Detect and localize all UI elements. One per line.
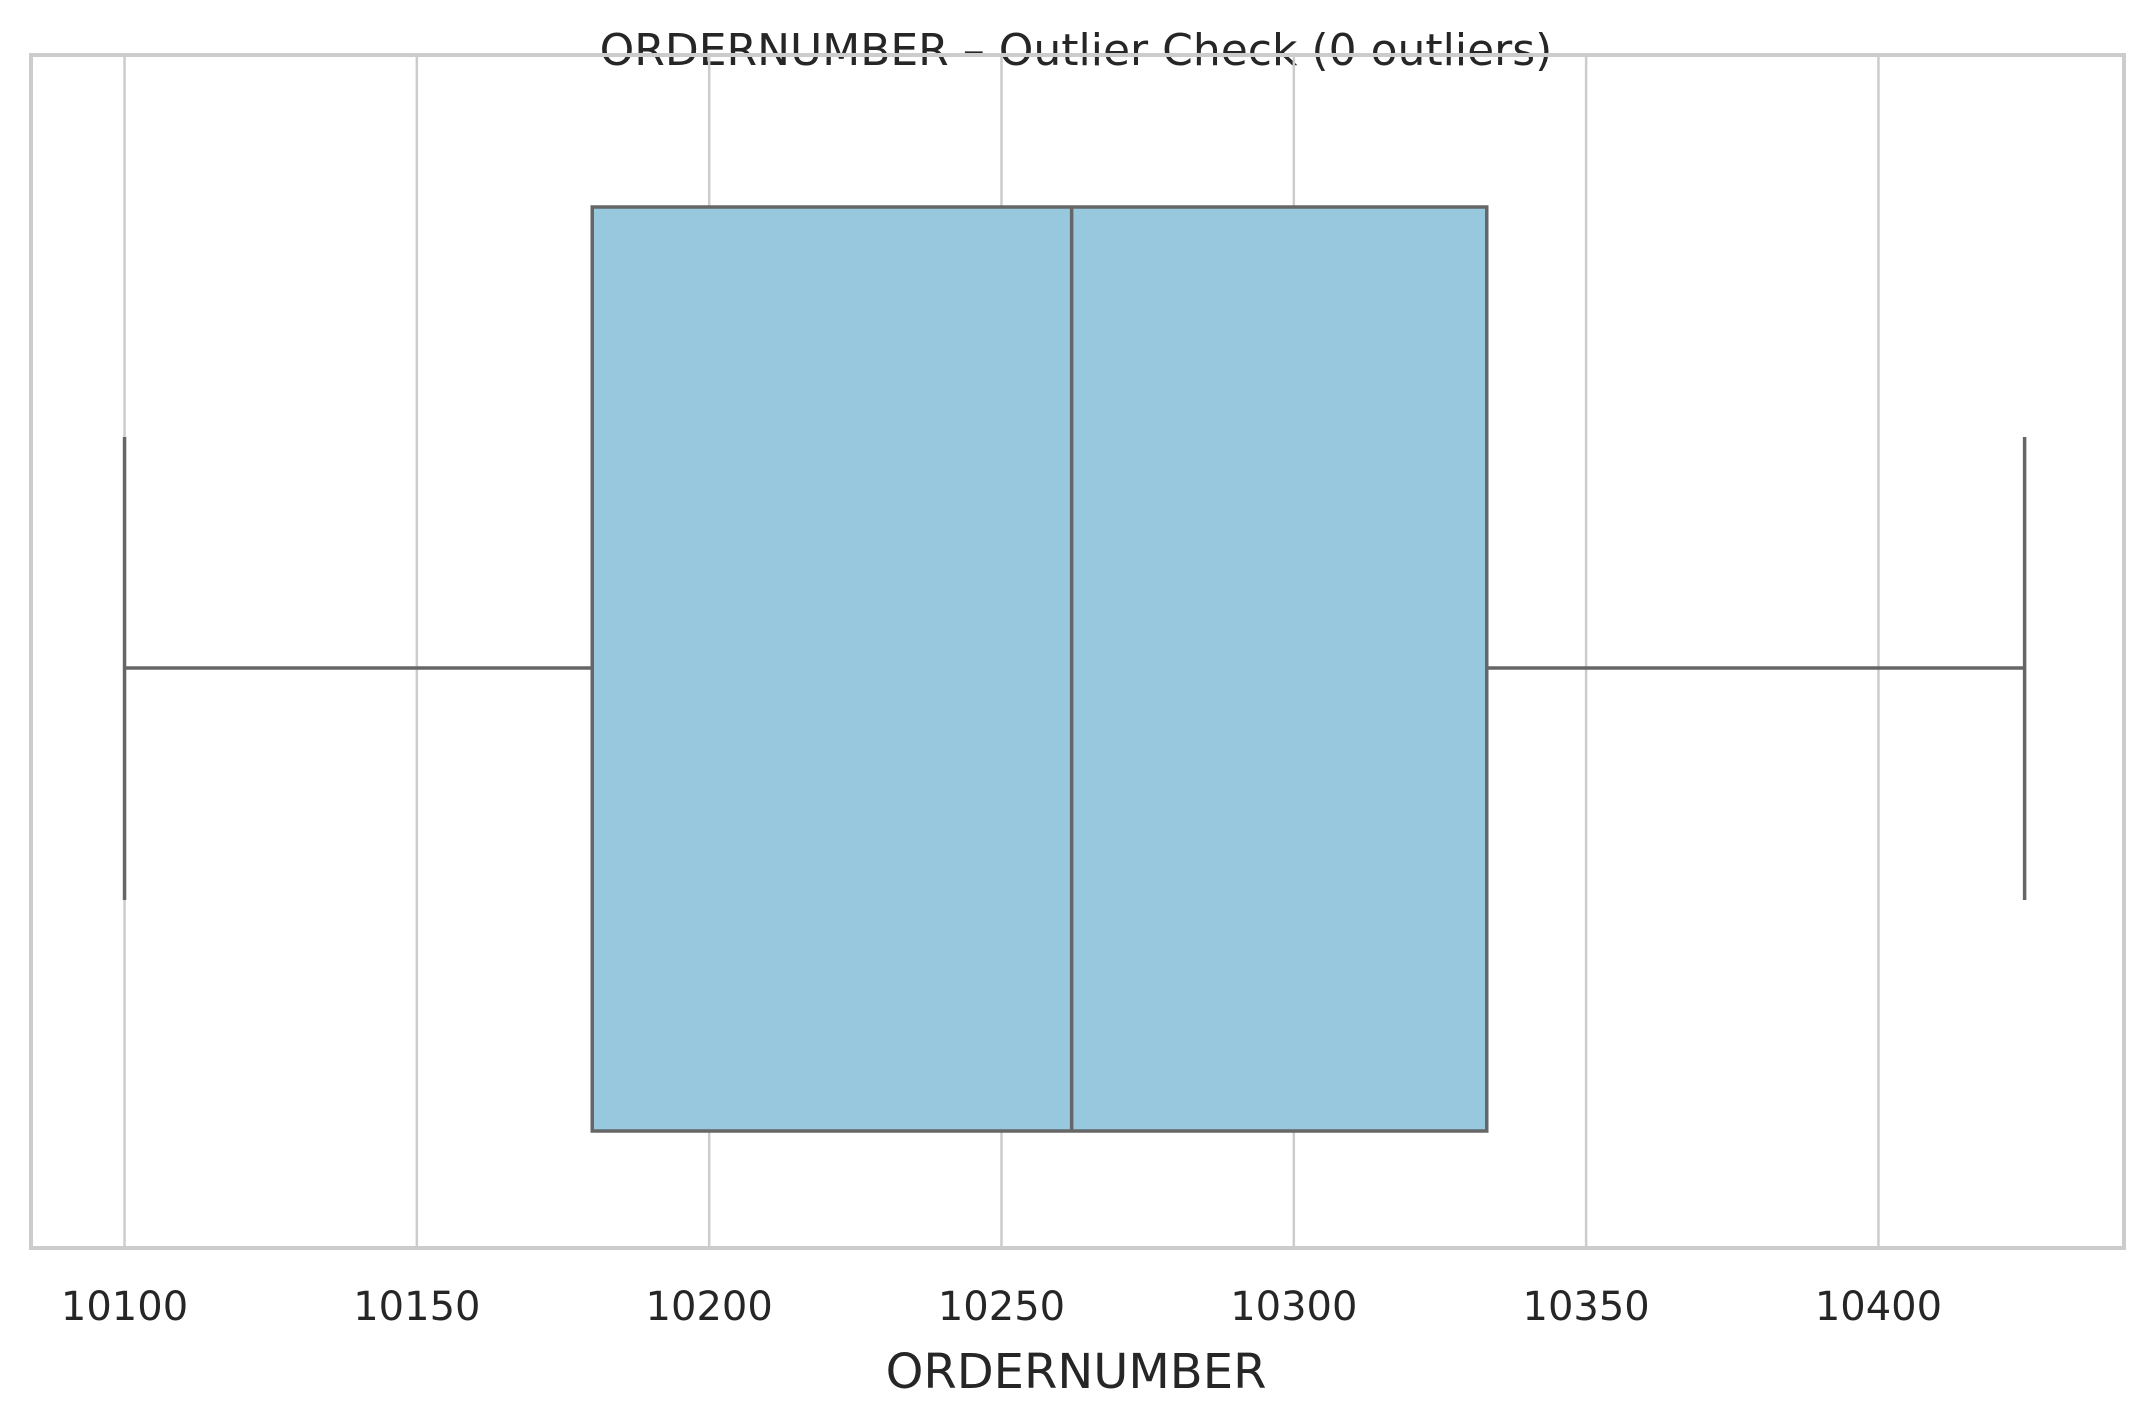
x-tick-label: 10300 (1230, 1284, 1357, 1330)
x-tick-label: 10350 (1523, 1284, 1650, 1330)
x-tick-label: 10400 (1815, 1284, 1942, 1330)
box-element (122, 205, 2027, 1133)
x-tick-label: 10250 (938, 1284, 1065, 1330)
iqr-box (590, 205, 1489, 1133)
x-axis-label: ORDERNUMBER (886, 1344, 1267, 1400)
chart-title: ORDERNUMBER – Outlier Check (0 outliers) (600, 25, 1553, 76)
plot-frame (29, 53, 2126, 1250)
x-tick-label: 10200 (646, 1284, 773, 1330)
x-tick-label: 10100 (61, 1284, 188, 1330)
x-tick-labels: 10100 10150 10200 10250 10300 10350 10400 (61, 1284, 1942, 1330)
x-tick-label: 10150 (353, 1284, 480, 1330)
